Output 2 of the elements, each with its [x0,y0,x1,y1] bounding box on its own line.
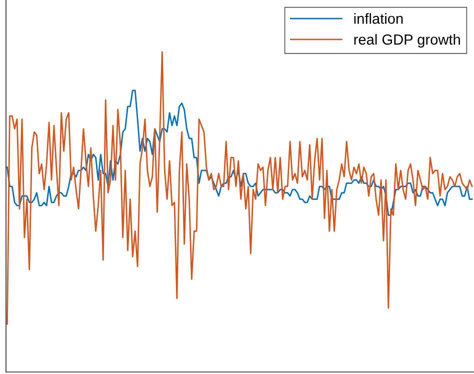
legend-label: inflation [354,13,403,24]
legend-label: real GDP growth [354,34,460,48]
